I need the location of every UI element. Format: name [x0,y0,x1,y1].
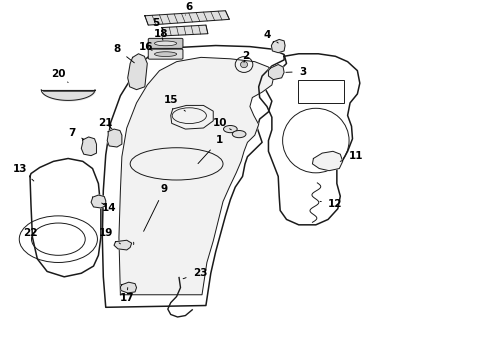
Polygon shape [121,282,137,293]
Polygon shape [145,11,229,25]
Polygon shape [107,129,122,147]
Text: 5: 5 [152,18,164,30]
Text: 9: 9 [144,184,168,231]
Polygon shape [171,105,213,129]
Ellipse shape [241,62,247,68]
Text: 18: 18 [154,29,168,40]
Text: 11: 11 [340,150,364,161]
Text: 8: 8 [113,44,134,63]
Polygon shape [128,54,147,90]
Polygon shape [114,240,132,250]
Text: 4: 4 [263,30,278,43]
Polygon shape [81,137,97,156]
Text: 1: 1 [198,135,223,163]
Text: 6: 6 [185,2,193,15]
Polygon shape [259,54,360,225]
Text: 2: 2 [243,51,249,62]
Ellipse shape [154,41,177,46]
Polygon shape [162,25,208,36]
Polygon shape [102,45,287,307]
Polygon shape [313,151,343,171]
Ellipse shape [154,52,177,57]
Text: 21: 21 [98,118,113,129]
Polygon shape [119,57,274,295]
Text: 16: 16 [139,42,153,52]
Text: 17: 17 [120,288,134,303]
Text: 7: 7 [68,128,84,139]
Text: 20: 20 [51,69,68,82]
Text: 19: 19 [98,228,121,244]
Ellipse shape [223,126,237,133]
Text: 23: 23 [183,267,207,279]
Text: 12: 12 [320,199,343,210]
Text: 13: 13 [13,163,34,181]
Text: 15: 15 [164,95,185,111]
Text: 22: 22 [23,228,37,238]
Polygon shape [91,195,106,208]
FancyBboxPatch shape [148,39,183,48]
Text: 10: 10 [212,118,231,130]
FancyBboxPatch shape [148,49,183,59]
Polygon shape [30,158,101,277]
Ellipse shape [232,131,246,138]
Text: 3: 3 [286,67,306,77]
Polygon shape [269,64,284,80]
Text: 14: 14 [102,203,117,213]
Polygon shape [271,40,285,53]
